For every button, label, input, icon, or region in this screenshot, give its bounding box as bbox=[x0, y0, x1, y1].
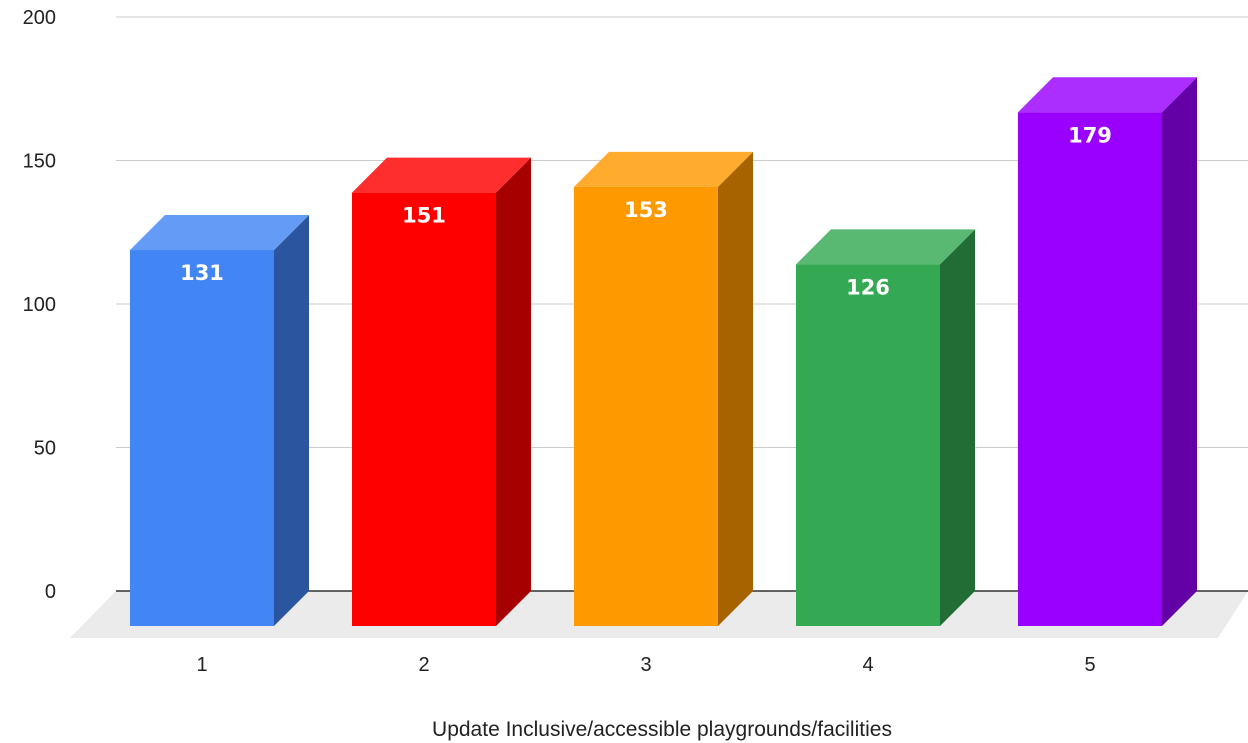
y-tick-label: 200 bbox=[23, 7, 56, 29]
y-tick-label: 0 bbox=[45, 581, 56, 603]
bar-4: 126 bbox=[796, 229, 975, 626]
x-axis-title: Update Inclusive/accessible playgrounds/… bbox=[432, 718, 892, 741]
bar-side-face bbox=[274, 215, 309, 626]
bar-top-face bbox=[352, 157, 531, 193]
bar-side-face bbox=[496, 157, 531, 626]
bar-5: 179 bbox=[1018, 77, 1197, 626]
bar-front-face bbox=[574, 186, 718, 626]
bar-side-face bbox=[940, 229, 975, 626]
data-label: 126 bbox=[846, 275, 890, 299]
bar-front-face bbox=[1018, 112, 1162, 626]
y-tick-label: 100 bbox=[23, 294, 56, 316]
x-tick-label: 4 bbox=[862, 654, 873, 676]
data-label: 153 bbox=[624, 198, 668, 222]
data-label: 131 bbox=[180, 261, 224, 285]
bar-front-face bbox=[796, 264, 940, 626]
bar-side-face bbox=[718, 151, 753, 626]
bar-side-face bbox=[1162, 77, 1197, 626]
bar-front-face bbox=[130, 250, 274, 626]
x-tick-label: 1 bbox=[196, 654, 207, 676]
y-tick-label: 50 bbox=[34, 438, 56, 460]
bar-top-face bbox=[1018, 77, 1197, 113]
data-label: 151 bbox=[402, 204, 446, 228]
y-axis-ticks: 0 50 100 150 200 bbox=[23, 7, 56, 603]
x-axis-ticks: 1 2 3 4 5 bbox=[196, 654, 1095, 676]
bar-top-face bbox=[796, 229, 975, 265]
bar-1: 131 bbox=[130, 215, 309, 626]
bar-top-face bbox=[574, 151, 753, 187]
data-label: 179 bbox=[1068, 123, 1112, 147]
y-tick-label: 150 bbox=[23, 151, 56, 173]
bar-2: 151 bbox=[352, 157, 531, 626]
bars: 131 151 153 126 179 bbox=[130, 77, 1197, 626]
bar-3: 153 bbox=[574, 151, 753, 626]
x-tick-label: 3 bbox=[640, 654, 651, 676]
x-tick-label: 5 bbox=[1084, 654, 1095, 676]
bar-top-face bbox=[130, 215, 309, 251]
x-tick-label: 2 bbox=[418, 654, 429, 676]
bar-front-face bbox=[352, 192, 496, 626]
